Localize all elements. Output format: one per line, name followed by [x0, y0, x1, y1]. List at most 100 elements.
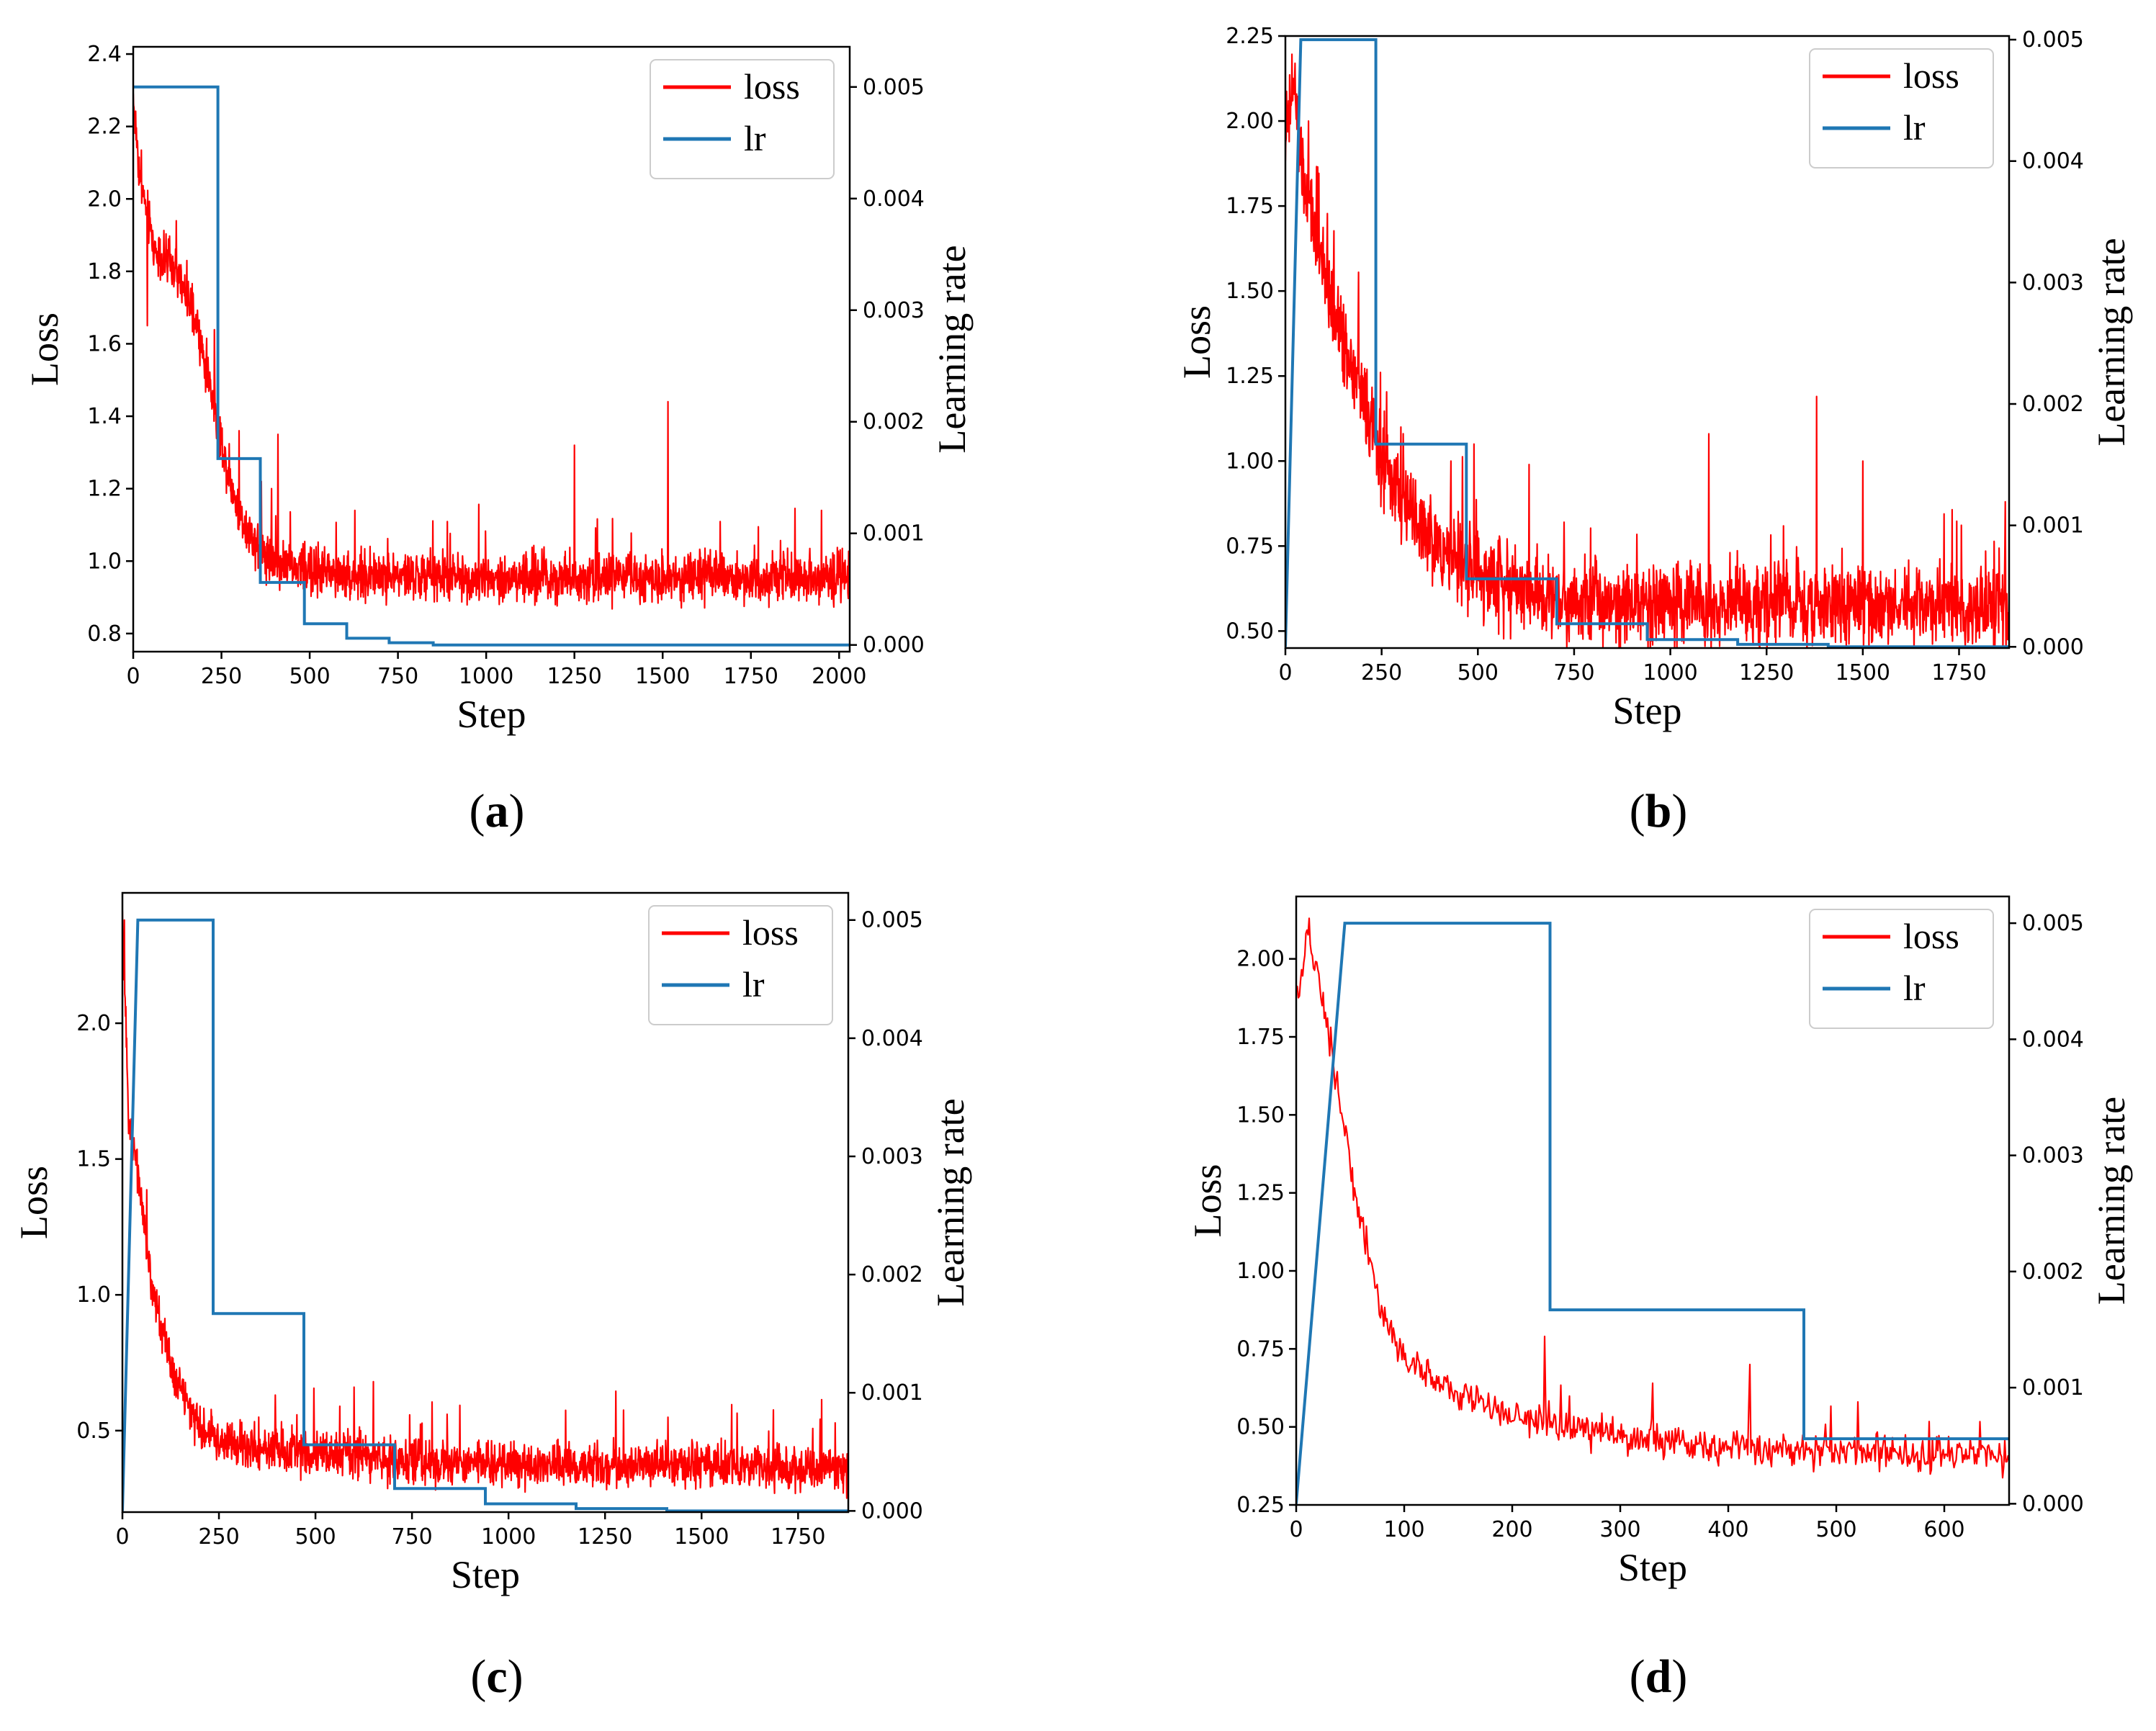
x-tick-label: 500	[1457, 660, 1499, 685]
y2-tick-label: 0.003	[2022, 1143, 2084, 1169]
x-tick-label: 300	[1599, 1517, 1640, 1542]
loss-line-b	[1285, 53, 2009, 648]
loss-line-a	[133, 93, 850, 610]
y2-tick-label: 0.005	[2022, 911, 2084, 936]
y2-tick-label: 0.002	[861, 1262, 923, 1287]
y2-tick-label: 0.001	[2022, 513, 2084, 539]
x-tick-label: 0	[1289, 1517, 1303, 1542]
y2-axis-label: Learning rate	[2090, 1097, 2133, 1305]
x-tick-label: 750	[391, 1524, 432, 1550]
y-tick-label: 1.00	[1226, 449, 1274, 474]
y-tick-label: 0.5	[76, 1418, 111, 1444]
y-tick-label: 1.75	[1236, 1025, 1285, 1050]
y2-tick-label: 0.000	[863, 633, 925, 658]
y-tick-label: 1.00	[1236, 1259, 1285, 1284]
x-tick-label: 1250	[578, 1524, 632, 1550]
caption-d: (d)	[1630, 1650, 1688, 1703]
chart-panel-a: 0 250 500 750 1000 1250 1500 1750 2000 0.8 1.0 1.2 1…	[23, 42, 974, 736]
y-tick-label: 1.4	[87, 404, 122, 429]
lr-line-d	[1296, 922, 2009, 1504]
x-tick-label: 1000	[1643, 660, 1697, 685]
x-tick-label: 600	[1923, 1517, 1964, 1542]
chart-panel-d: 0 100 200 300 400 500 600 0.25 0.50 0.75 1.00 1.25 1…	[1186, 895, 2133, 1589]
legend-label-lr: lr	[744, 118, 766, 158]
y-axis-label: Loss	[12, 1166, 55, 1239]
plot-frame-b	[1284, 35, 2011, 649]
x-tick-label: 400	[1707, 1517, 1748, 1542]
x-tick-label: 250	[201, 664, 242, 689]
y-tick-label: 1.50	[1236, 1102, 1285, 1128]
x-tick-label: 1750	[1931, 660, 1986, 685]
loss-line-c	[122, 911, 848, 1499]
x-tick-label: 500	[289, 664, 330, 689]
y2-tick-label: 0.000	[861, 1498, 923, 1524]
y-tick-label: 0.75	[1236, 1336, 1285, 1362]
y-tick-label: 1.8	[87, 259, 122, 284]
x-tick-label: 1000	[481, 1524, 536, 1550]
x-axis-label: Step	[457, 693, 526, 736]
legend-label-loss: loss	[1903, 55, 1959, 96]
legend-label-loss: loss	[744, 66, 800, 107]
y-tick-label: 1.25	[1236, 1181, 1285, 1206]
x-axis-label: Step	[1618, 1546, 1687, 1589]
y-tick-label: 1.6	[87, 331, 122, 356]
plot-frame-c	[121, 891, 850, 1514]
y-tick-label: 2.0	[76, 1011, 111, 1036]
caption-a: (a)	[470, 785, 525, 837]
lr-line-c	[122, 918, 848, 1512]
x-tick-label: 1750	[724, 664, 778, 689]
plot-frame-a	[132, 45, 851, 653]
legend-b: loss lr	[1809, 48, 1994, 168]
y2-tick-label: 0.004	[863, 186, 925, 212]
y2-tick-label: 0.003	[863, 298, 925, 323]
y2-tick-label: 0.003	[2022, 270, 2084, 295]
y2-axis-label: Learning rate	[2090, 238, 2133, 446]
x-tick-label: 1500	[674, 1524, 729, 1550]
x-tick-label: 250	[198, 1524, 239, 1550]
x-tick-label: 200	[1491, 1517, 1532, 1542]
legend-label-loss: loss	[742, 912, 799, 953]
y2-tick-label: 0.001	[861, 1380, 923, 1406]
x-tick-label: 1500	[1836, 660, 1890, 685]
x-tick-label: 1250	[1739, 660, 1794, 685]
x-tick-label: 250	[1361, 660, 1402, 685]
y2-tick-label: 0.002	[2022, 1259, 2084, 1285]
legend-box	[1809, 48, 1994, 168]
legend-label-lr: lr	[1903, 968, 1926, 1008]
y2-tick-label: 0.004	[2022, 1027, 2084, 1052]
y-tick-label: 0.25	[1236, 1493, 1285, 1518]
legend-box	[648, 905, 833, 1025]
lr-line-a	[133, 85, 850, 647]
legend-label-lr: lr	[1903, 107, 1926, 148]
y2-axis-label: Learning rate	[929, 1098, 972, 1306]
x-tick-label: 500	[1815, 1517, 1856, 1542]
legend-d: loss lr	[1809, 909, 1994, 1029]
x-tick-label: 100	[1383, 1517, 1424, 1542]
y2-tick-label: 0.000	[2022, 634, 2084, 660]
caption-c: (c)	[470, 1650, 523, 1703]
y-tick-label: 2.0	[87, 186, 122, 212]
x-tick-label: 1250	[547, 664, 602, 689]
y-tick-label: 0.8	[87, 621, 122, 647]
y-tick-label: 2.4	[87, 42, 122, 67]
legend-label-loss: loss	[1903, 916, 1959, 956]
x-tick-label: 1500	[635, 664, 690, 689]
chart-panel-b: 0 250 500 750 1000 1250 1500 1750 0.50 0.75 1.00 1.…	[1175, 24, 2133, 732]
x-tick-label: 750	[1553, 660, 1594, 685]
x-tick-label: 750	[377, 664, 418, 689]
legend-c: loss lr	[648, 905, 833, 1025]
y2-tick-label: 0.004	[2022, 149, 2084, 174]
y-tick-label: 0.75	[1226, 534, 1274, 559]
y2-tick-label: 0.001	[863, 521, 925, 547]
x-tick-label: 0	[126, 664, 140, 689]
y-tick-label: 1.2	[87, 477, 122, 502]
y-tick-label: 1.0	[87, 549, 122, 574]
y-axis-label: Loss	[23, 313, 66, 386]
y-tick-label: 2.25	[1226, 24, 1274, 49]
y-tick-label: 1.75	[1226, 194, 1274, 219]
y-tick-label: 2.00	[1236, 947, 1285, 972]
y2-tick-label: 0.001	[2022, 1375, 2084, 1400]
x-tick-label: 2000	[812, 664, 866, 689]
lr-line-b	[1285, 38, 2009, 648]
